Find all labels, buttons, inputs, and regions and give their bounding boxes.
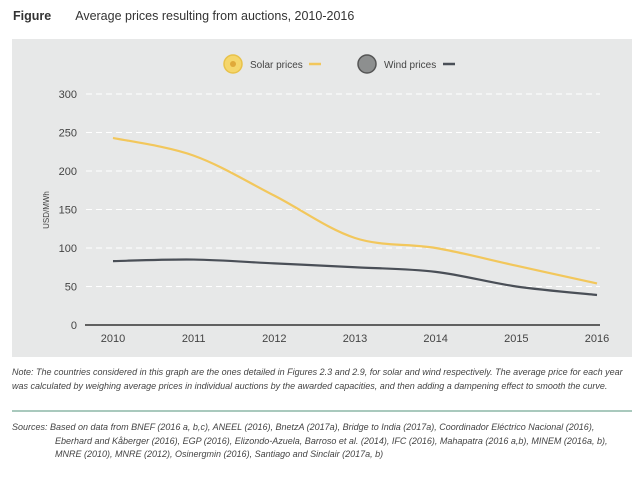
- x-tick-label: 2013: [343, 333, 367, 345]
- y-tick-label: 0: [71, 320, 77, 332]
- y-axis-label: USD/MWh: [42, 191, 51, 229]
- x-tick-label: 2010: [101, 333, 125, 345]
- y-tick-label: 300: [59, 89, 77, 101]
- chart-panel: [12, 39, 632, 357]
- legend-label: Wind prices: [384, 60, 436, 71]
- figure-title: Average prices resulting from auctions, …: [75, 9, 355, 23]
- x-tick-label: 2012: [262, 333, 286, 345]
- sun-core-icon: [230, 61, 236, 67]
- y-tick-label: 50: [65, 282, 77, 294]
- y-tick-label: 250: [59, 128, 77, 140]
- x-tick-label: 2016: [585, 333, 609, 345]
- chart-note: Note: The countries considered in this g…: [12, 367, 623, 391]
- line-chart: 0 50 100 150 200 250 300 2010 2011 2012 2013 2014 20…: [42, 54, 609, 345]
- wind-icon: [357, 54, 377, 74]
- legend-label: Solar prices: [250, 60, 303, 71]
- series-line-solar-prices: [112, 136, 598, 285]
- x-tick-label: 2011: [182, 333, 206, 345]
- x-tick-label: 2015: [504, 333, 528, 345]
- figure-label: Figure: [13, 9, 52, 23]
- y-tick-label: 200: [59, 166, 77, 178]
- chart-sources: Sources: Based on data from BNEF (2016 a…: [12, 422, 608, 459]
- y-tick-label: 150: [59, 205, 77, 217]
- figure-header: Figure Average prices resulting from auct…: [13, 9, 354, 23]
- divider: [12, 410, 632, 412]
- y-tick-label: 100: [59, 243, 77, 255]
- series-line-wind-prices: [112, 258, 598, 297]
- x-tick-label: 2014: [423, 333, 447, 345]
